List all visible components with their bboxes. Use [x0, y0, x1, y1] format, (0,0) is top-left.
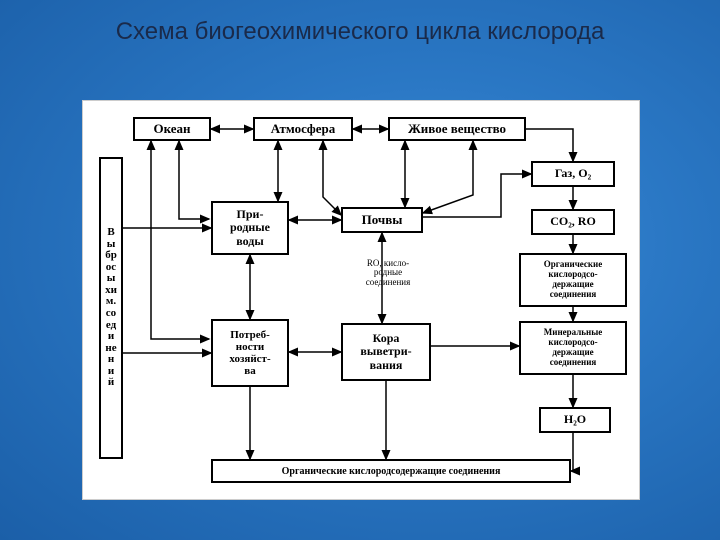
- node-orgBottom: Органические кислородсодержащие соединен…: [211, 459, 571, 483]
- node-h2o: H₂O: [539, 407, 611, 433]
- diagram-container: Океан Атмосфера Живое вещество Выбросы х…: [82, 100, 640, 500]
- node-biomass: Живое вещество: [388, 117, 526, 141]
- node-co2: CO₂, RO: [531, 209, 615, 235]
- slide-root: Схема биогеохимического цикла кислорода …: [0, 0, 720, 540]
- node-minO: Минеральные кислородсо- держащие соедине…: [519, 321, 627, 375]
- node-ocean: Океан: [133, 117, 211, 141]
- node-needs: Потреб- ности хозяйст- ва: [211, 319, 289, 387]
- node-weathering: Кора выветри- вания: [341, 323, 431, 381]
- node-emissions-label: Выбросы хим. соединений: [105, 227, 117, 389]
- node-natwater: При- родные воды: [211, 201, 289, 255]
- slide-title: Схема биогеохимического цикла кислорода: [0, 18, 720, 46]
- node-atmosphere: Атмосфера: [253, 117, 353, 141]
- node-emissions: Выбросы хим. соединений: [99, 157, 123, 459]
- node-orgO: Органические кислородсо- держащие соедин…: [519, 253, 627, 307]
- node-gas: Газ, O₂: [531, 161, 615, 187]
- freetext-ro: RO, кисло- родные соединения: [345, 259, 431, 287]
- node-soils: Почвы: [341, 207, 423, 233]
